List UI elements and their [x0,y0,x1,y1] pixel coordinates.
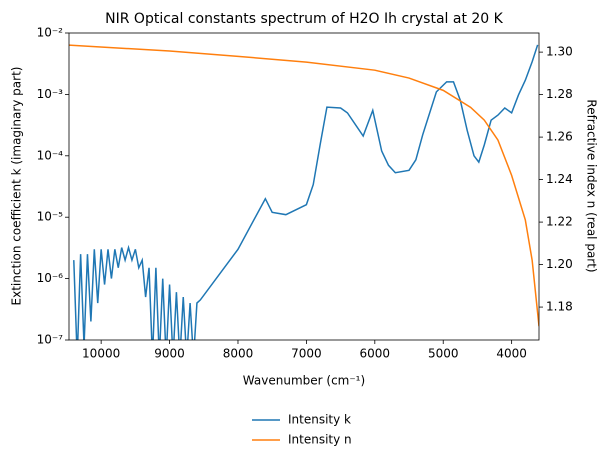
x-tick-label: 8000 [223,347,254,361]
chart-title: NIR Optical constants spectrum of H2O Ih… [105,11,504,27]
y2-tick-label: 1.28 [546,87,573,101]
y-tick-label: 10⁻⁶ [37,271,64,285]
y-tick-label: 10⁻³ [37,87,64,101]
x-tick-label: 4000 [496,347,527,361]
x-tick-label: 10000 [82,347,120,361]
y2-tick-label: 1.24 [546,172,573,186]
y2-tick-label: 1.30 [546,45,573,59]
legend-label: Intensity k [288,413,351,427]
legend-label: Intensity n [288,433,352,447]
y-axis-label: Extinction coefficient k (imaginary part… [10,67,24,306]
data-line [73,44,539,340]
y-tick-label: 10⁻⁷ [37,333,64,347]
x-tick-label: 9000 [154,347,185,361]
x-axis-label: Wavenumber (cm⁻¹) [243,374,365,388]
data-line [69,44,539,327]
y2-tick-label: 1.26 [546,130,573,144]
y2-tick-label: 1.22 [546,215,573,229]
plot-frame [68,32,540,341]
y-tick-label: 10⁻⁵ [37,210,64,224]
y-tick-label: 10⁻⁴ [37,148,64,162]
x-tick-label: 7000 [291,347,322,361]
y2-axis-label: Refractive index n (real part) [585,99,599,272]
x-tick-label: 5000 [428,347,459,361]
plot-area [69,44,539,340]
y2-tick-label: 1.20 [546,257,573,271]
y2-tick-label: 1.18 [546,300,573,314]
y-tick-label: 10⁻² [37,26,64,40]
x-tick-label: 6000 [360,347,391,361]
